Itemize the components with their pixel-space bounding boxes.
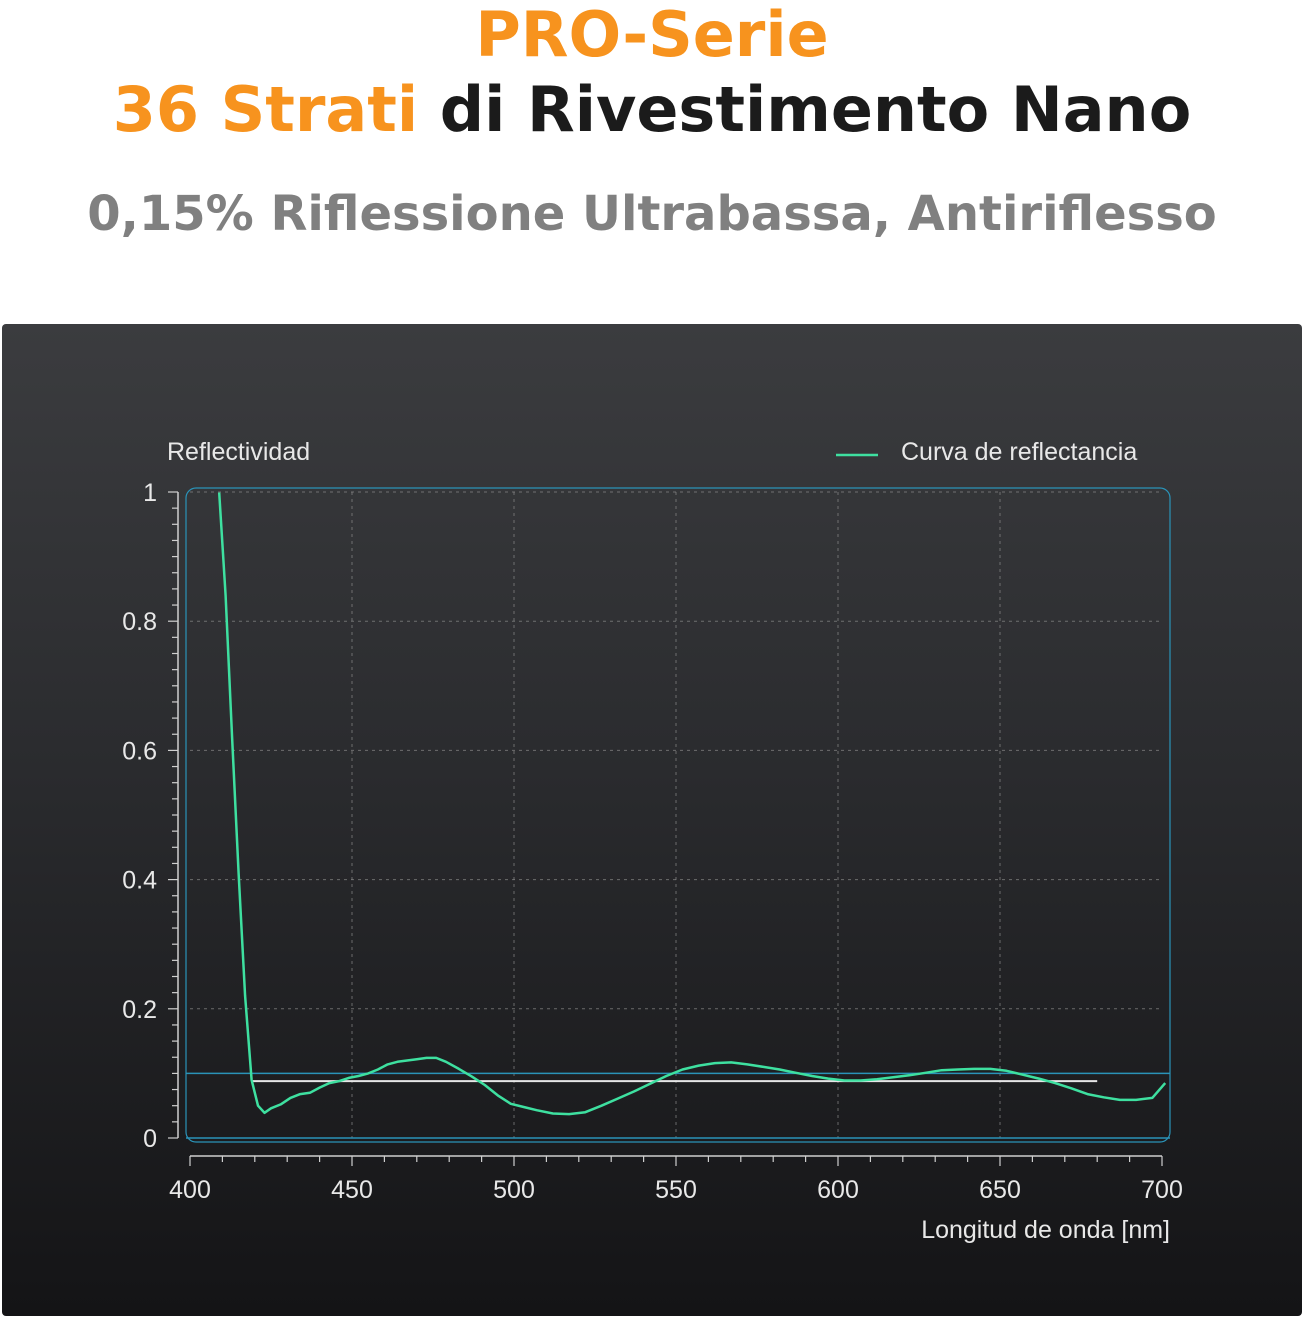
x-tick-labels: 400 450 500 550 600 650 700 <box>169 1176 1183 1204</box>
title-accent: 36 Strati <box>112 73 419 146</box>
x-tick-label-650: 650 <box>979 1176 1021 1204</box>
series-line-reflectance <box>217 492 1167 1116</box>
x-tick-label-500: 500 <box>493 1176 535 1204</box>
y-tick-label-0: 0 <box>143 1125 157 1153</box>
x-tick-label-550: 550 <box>655 1176 697 1204</box>
title-rest: di Rivestimento Nano <box>418 73 1192 146</box>
y-tick-labels: 0 0.2 0.4 0.6 0.8 1 <box>122 479 157 1153</box>
y-tick-label-2: 0.4 <box>122 867 157 895</box>
y-axis-label: Reflectividad <box>167 438 310 466</box>
x-tick-label-700: 700 <box>1141 1176 1183 1204</box>
legend-label: Curva de reflectancia <box>901 438 1137 466</box>
grid <box>190 491 1162 1138</box>
x-axis-label: Longitud de onda [nm] <box>921 1216 1170 1244</box>
reference-lines <box>186 1072 1170 1139</box>
title-line-1: PRO-Serie <box>475 0 829 71</box>
title-line-2: 36 Strati di Rivestimento Nano <box>0 72 1304 148</box>
x-tick-label-600: 600 <box>817 1176 859 1204</box>
chart-panel: 0 0.2 0.4 0.6 0.8 1 400 450 500 550 600 650 700 Ref… <box>2 324 1302 1316</box>
subtitle: 0,15% Riflessione Ultrabassa, Antirifles… <box>87 186 1217 242</box>
y-tick-label-3: 0.6 <box>122 737 157 765</box>
x-tick-label-400: 400 <box>169 1176 211 1204</box>
x-tick-label-450: 450 <box>331 1176 373 1204</box>
y-tick-label-1: 0.2 <box>122 996 157 1024</box>
plot-frame <box>185 487 1171 1143</box>
reflectance-chart: 0 0.2 0.4 0.6 0.8 1 400 450 500 550 600 650 700 Ref… <box>122 438 1183 1244</box>
y-tick-label-4: 0.8 <box>122 608 157 636</box>
axes <box>168 491 1163 1166</box>
y-tick-label-5: 1 <box>143 479 157 507</box>
